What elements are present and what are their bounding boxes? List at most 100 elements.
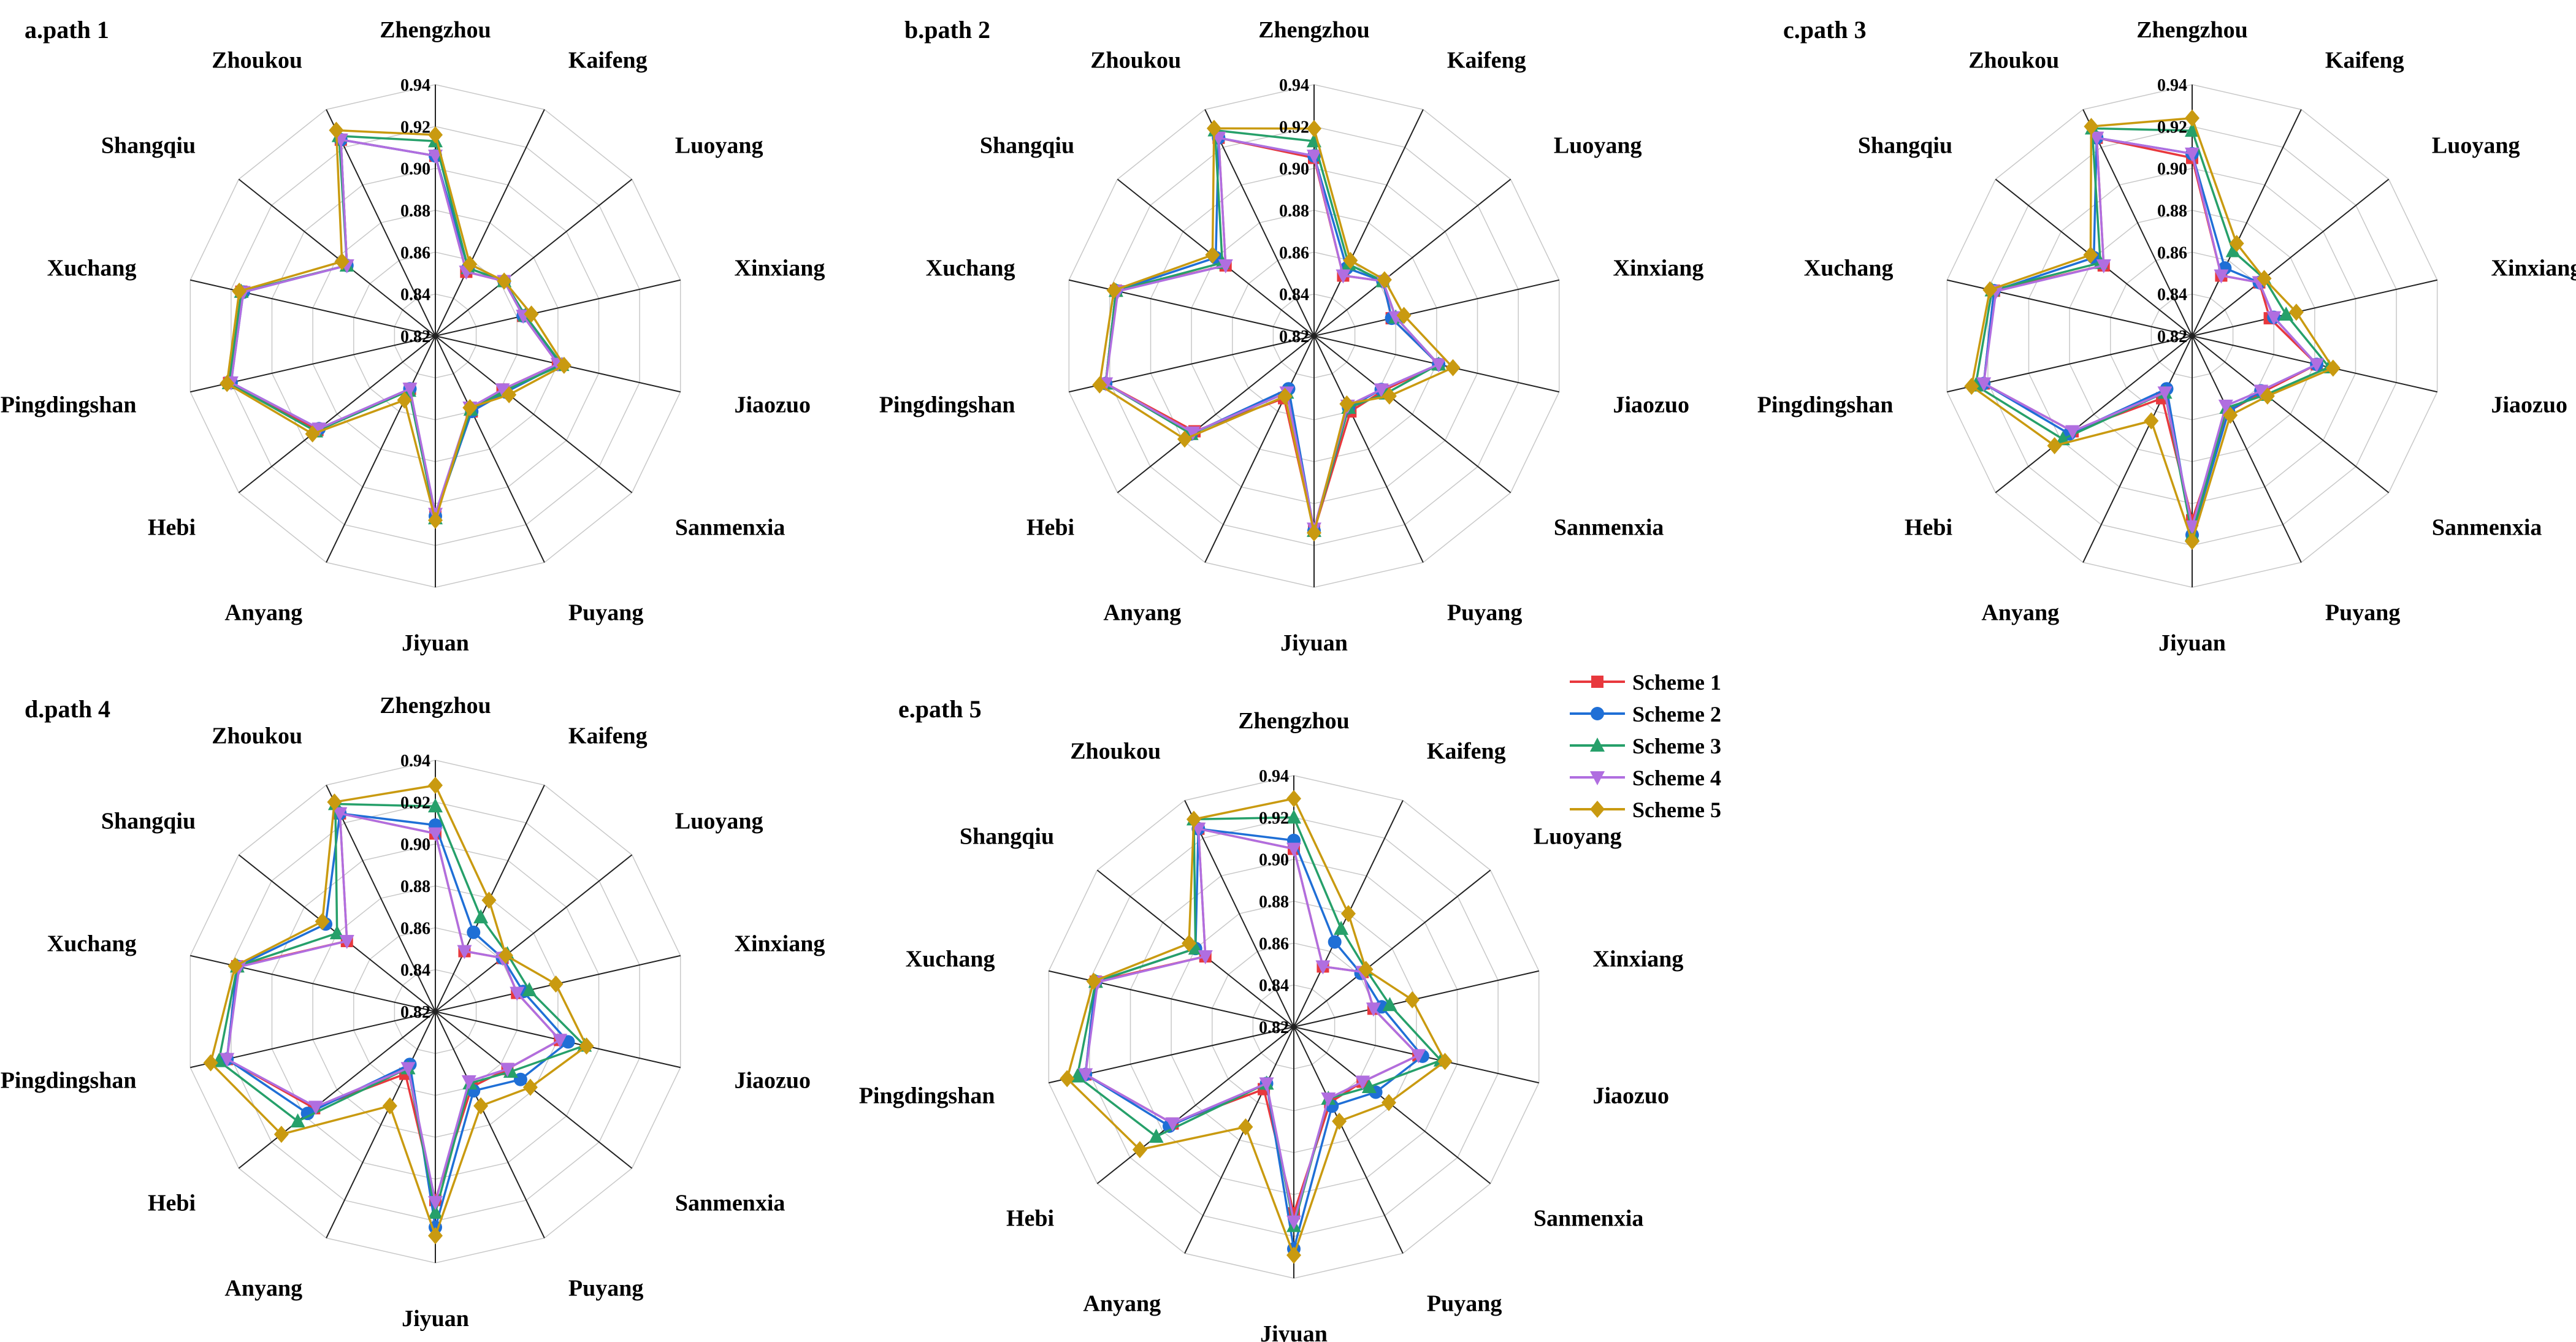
city-label-luoyang: Luoyang [1534,823,1622,849]
tick-label: 0.94 [400,76,430,95]
city-label-anyang: Anyang [1103,600,1181,626]
data-point-scheme-3 [290,1113,305,1127]
data-point-scheme-5 [315,913,330,931]
data-point-scheme-5 [1182,934,1197,952]
data-point-scheme-5 [2325,359,2341,377]
series-line-1 [1084,828,1420,1214]
data-point-scheme-5 [2047,437,2062,454]
axis-spoke [1184,800,1294,1027]
data-point-scheme-4 [400,1062,416,1077]
city-label-shangqiu: Shangqiu [101,808,196,834]
city-label-zhengzhou: Zhengzhou [380,693,491,719]
city-label-puyang: Puyang [1447,600,1522,626]
tick-label: 0.82 [400,327,430,346]
data-point-scheme-5 [428,511,443,529]
data-point-scheme-3 [1382,997,1397,1012]
city-label-shangqiu: Shangqiu [1858,132,1952,158]
data-point-scheme-4 [1185,426,1201,441]
radar-panel-1: a.path 1 0.82 0.84 0.86 0.88 0.90 0.92 0.94 Zhen… [1,16,825,656]
city-label-zhengzhou: Zhengzhou [380,17,491,43]
data-point-scheme-2 [467,925,481,939]
tick-label: 0.88 [1259,893,1289,912]
city-label-pingdingshan: Pingdingshan [879,392,1015,417]
data-point-scheme-5 [2144,412,2159,430]
data-point-scheme-5 [1982,281,1998,299]
axis-spoke [2082,109,2193,337]
tick-label: 0.88 [1279,202,1309,221]
data-point-scheme-4 [1218,259,1233,273]
legend-label: Scheme 5 [1632,798,1721,822]
city-label-shangqiu: Shangqiu [960,823,1054,849]
tick-label: 0.92 [2157,118,2187,137]
panel-title: c.path 3 [1783,16,1867,44]
data-point-scheme-2 [300,1107,315,1121]
data-point-scheme-3 [2279,307,2294,321]
data-point-scheme-5 [1286,790,1301,807]
axis-spoke [435,109,545,337]
data-point-scheme-3 [1148,1128,1164,1143]
tick-label: 0.94 [1259,767,1289,786]
axis-spoke [435,854,633,1012]
axis-spoke [1204,109,1315,337]
city-label-xuchang: Xuchang [906,947,995,972]
tick-label: 0.84 [1279,286,1309,305]
data-point-scheme-5 [2229,235,2244,253]
city-label-xinxiang: Xinxiang [735,256,825,281]
data-point-scheme-4 [1307,150,1321,164]
data-point-scheme-4 [428,1195,443,1210]
data-point-scheme-4 [510,986,525,1001]
data-point-scheme-4 [1321,1092,1336,1107]
data-point-scheme-5 [1092,376,1107,394]
data-point-scheme-5 [1307,120,1321,137]
axis-spoke [1995,335,2193,494]
data-point-scheme-4 [1286,1215,1301,1230]
series-line-5 [1970,116,2334,543]
city-label-jiyuan: Jiyuan [1260,1321,1328,1342]
city-label-kaifeng: Kaifeng [1427,739,1506,764]
tick-label: 0.84 [400,961,430,980]
data-point-scheme-3 [428,798,443,813]
data-point-scheme-5 [1177,430,1192,448]
city-label-hebi: Hebi [1006,1206,1054,1232]
data-point-scheme-5 [305,425,320,443]
city-label-xinxiang: Xinxiang [735,931,825,957]
data-point-scheme-5 [1340,905,1356,923]
data-point-scheme-5 [382,1097,397,1115]
data-point-scheme-5 [1106,281,1122,299]
city-label-sanmenxia: Sanmenxia [2432,515,2542,541]
city-label-jiaozuo: Jiaozuo [2491,392,2568,417]
data-point-scheme-5 [227,957,243,975]
panel-title: b.path 2 [904,16,990,44]
data-point-scheme-4 [1165,1117,1180,1132]
data-point-scheme-5 [473,1097,489,1115]
tick-label: 0.90 [1279,160,1309,179]
legend-label: Scheme 1 [1632,670,1721,695]
data-point-scheme-5 [428,777,443,794]
city-label-sanmenxia: Sanmenxia [1534,1206,1643,1232]
data-point-scheme-5 [1205,246,1220,264]
radar-panel-4: d.path 4 0.82 0.84 0.86 0.88 0.90 0.92 0.94 Zhen… [1,693,825,1332]
data-point-scheme-4 [428,827,443,842]
legend-marker-scheme-3 [1590,738,1605,752]
tick-label: 0.94 [400,752,430,771]
tick-label: 0.84 [400,286,430,305]
series-line-5 [1098,127,1454,534]
city-label-hebi: Hebi [1026,515,1074,541]
city-label-zhoukou: Zhoukou [212,723,302,749]
data-point-scheme-4 [428,150,443,164]
panel-title: e.path 5 [898,695,982,723]
tick-label: 0.88 [2157,202,2187,221]
series-line-5 [209,784,588,1237]
axis-spoke [1313,335,1512,494]
city-label-kaifeng: Kaifeng [2325,48,2404,74]
axis-spoke [238,1011,436,1169]
data-point-scheme-5 [1086,972,1101,990]
tick-label: 0.82 [1279,327,1309,346]
data-point-scheme-5 [1186,810,1201,828]
data-point-scheme-4 [220,1053,235,1067]
city-label-kaifeng: Kaifeng [568,723,648,749]
axis-spoke [2192,335,2302,563]
data-point-scheme-5 [462,398,478,416]
city-label-hebi: Hebi [148,1191,196,1216]
data-point-scheme-4 [1315,960,1331,975]
